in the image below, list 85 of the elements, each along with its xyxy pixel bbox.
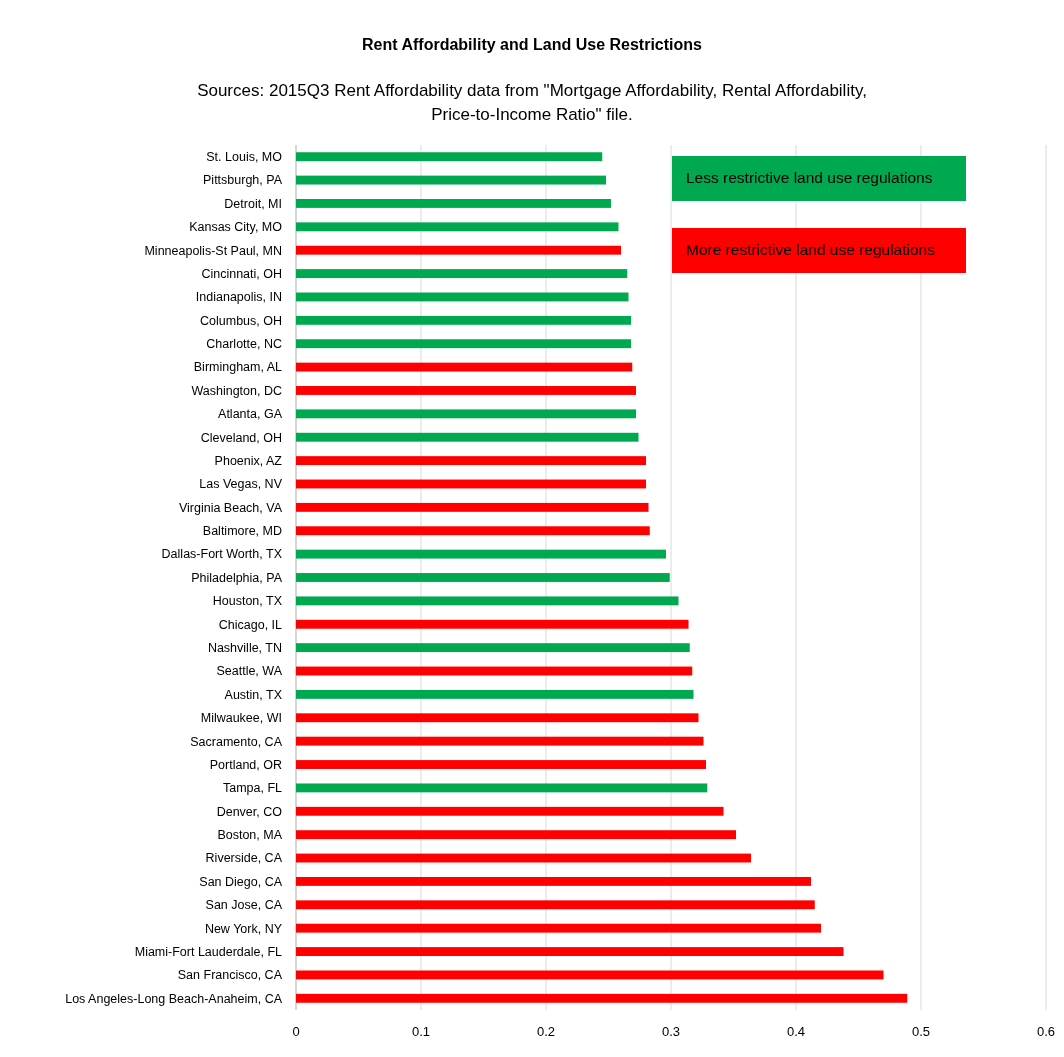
y-tick-label: Virginia Beach, VA: [178, 500, 283, 515]
chart-subtitle: Sources: 2015Q3 Rent Affordability data from "Mortgage Affordability, Rental Affordability, Price-to-Income Ratio" file.: [197, 81, 867, 124]
y-tick-label: San Jose, CA: [205, 898, 283, 913]
y-tick-label: Las Vegas, NV: [199, 477, 283, 492]
bar: [296, 245, 621, 255]
bar: [296, 362, 633, 372]
bar: [296, 479, 646, 489]
bar: [296, 269, 628, 279]
bar: [296, 315, 631, 325]
y-tick-label: Kansas City, MO: [189, 220, 283, 235]
bar: [296, 596, 679, 606]
x-tick-label: 0.6: [1036, 1024, 1056, 1039]
bar: [296, 900, 815, 910]
y-tick-label: Miami-Fort Lauderdale, FL: [134, 944, 283, 959]
bar: [296, 409, 636, 419]
bar: [296, 386, 636, 395]
y-tick-label: Washington, DC: [191, 383, 282, 398]
y-tick-label: Boston, MA: [217, 828, 283, 843]
bar: [296, 222, 619, 232]
chart-title: Rent Affordability and Land Use Restrictions: [362, 36, 703, 53]
y-tick-label: Baltimore, MD: [202, 524, 282, 539]
y-tick-label: Milwaukee, WI: [200, 711, 282, 726]
x-tick-label: 0.1: [411, 1024, 431, 1039]
text: Less restrictive land use regulations: [686, 169, 933, 187]
y-tick-label: San Francisco, CA: [177, 968, 283, 983]
bar: [296, 456, 646, 466]
x-tick-label: 0.3: [661, 1024, 681, 1039]
bar: [296, 573, 670, 582]
y-tick-label: Atlanta, GA: [218, 407, 283, 422]
y-tick-label: Houston, TX: [212, 594, 283, 609]
bar: [296, 923, 821, 933]
y-tick-label: Cincinnati, OH: [201, 266, 282, 281]
y-tick-label: Philadelphia, PA: [191, 570, 283, 585]
bar: [296, 619, 689, 629]
y-tick-label: Los Angeles-Long Beach-Anaheim, CA: [65, 991, 283, 1006]
bar: [296, 502, 649, 512]
text: More restrictive land use regulations: [686, 241, 936, 259]
x-tick-label: 0.5: [911, 1024, 931, 1039]
y-tick-label: Riverside, CA: [205, 851, 283, 866]
bar: [296, 339, 631, 349]
x-tick-label: 0: [292, 1024, 300, 1039]
y-tick-label: Indianapolis, IN: [195, 290, 282, 305]
y-tick-label: Denver, CO: [216, 804, 283, 819]
y-tick-label: Minneapolis-St Paul, MN: [144, 243, 282, 258]
bar: [296, 713, 699, 723]
bar: [296, 689, 694, 699]
y-tick-label: Charlotte, NC: [206, 337, 282, 352]
y-tick-label: San Diego, CA: [199, 874, 283, 889]
bar: [296, 736, 704, 746]
y-tick-label: Nashville, TN: [207, 641, 282, 656]
y-tick-label: Austin, TX: [224, 687, 283, 702]
y-tick-label: Tampa, FL: [222, 781, 283, 796]
y-tick-label: Portland, OR: [209, 757, 282, 772]
y-tick-label: Detroit, MI: [224, 196, 282, 211]
y-tick-label: Phoenix, AZ: [214, 453, 283, 468]
bar: [296, 175, 606, 185]
bar: [296, 947, 844, 956]
bar: [296, 993, 908, 1003]
bar: [296, 549, 666, 559]
bar: [296, 199, 611, 208]
bar: [296, 783, 708, 793]
bar: [296, 643, 690, 653]
bar: [296, 432, 639, 442]
bar: [296, 830, 736, 840]
y-tick-label: St. Louis, MO: [206, 150, 283, 165]
bar: [296, 292, 629, 302]
bar: [296, 760, 706, 769]
y-tick-label: Columbus, OH: [200, 313, 282, 328]
x-tick-label: 0.2: [536, 1024, 556, 1039]
y-tick-label: Chicago, IL: [218, 617, 283, 632]
y-tick-label: Seattle, WA: [216, 664, 283, 679]
bar: [296, 806, 724, 816]
bar: [296, 526, 650, 536]
y-tick-label: Sacramento, CA: [190, 734, 283, 749]
y-tick-label: Pittsburgh, PA: [203, 173, 283, 188]
y-tick-label: Dallas-Fort Worth, TX: [161, 547, 283, 562]
bar: [296, 152, 603, 162]
x-tick-label: 0.4: [786, 1024, 806, 1039]
bar: [296, 970, 884, 980]
y-tick-label: Birmingham, AL: [193, 360, 283, 375]
y-tick-label: Cleveland, OH: [200, 430, 282, 445]
y-tick-label: New York, NY: [204, 921, 283, 936]
bar: [296, 853, 751, 863]
bar: [296, 666, 693, 676]
bar: [296, 876, 811, 886]
